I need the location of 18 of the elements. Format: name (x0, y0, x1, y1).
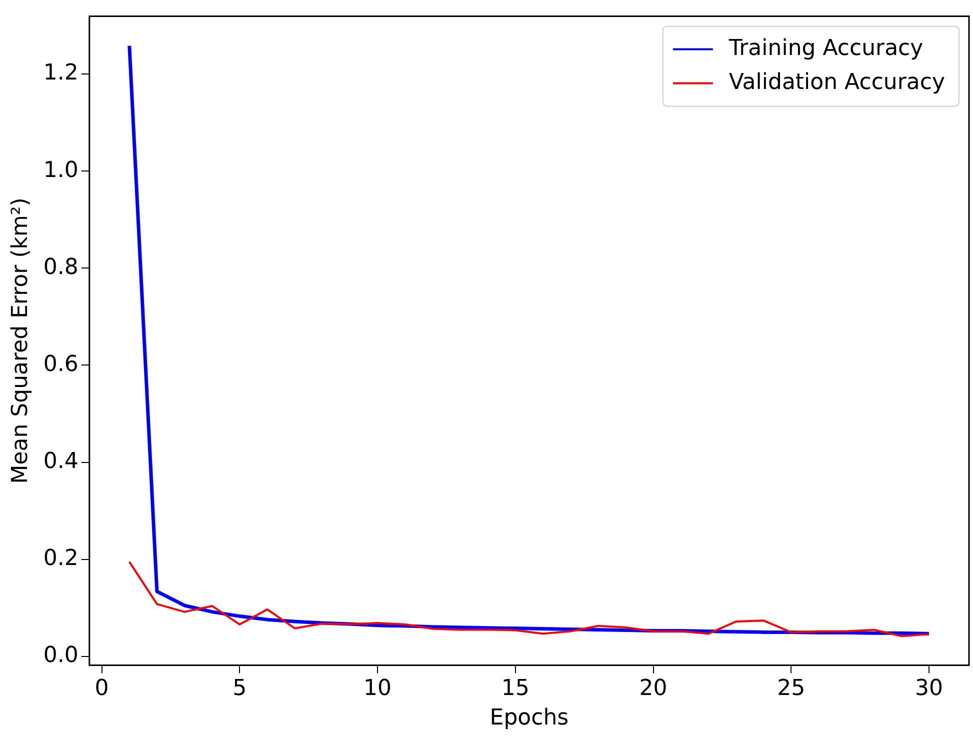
y-tick-label: 1.2 (43, 60, 78, 86)
x-axis-title: Epochs (490, 706, 569, 731)
x-tick-label: 25 (777, 676, 806, 702)
y-tick-label: 0.0 (43, 643, 78, 668)
x-tick-label: 30 (915, 676, 944, 702)
y-tick-label: 0.6 (43, 352, 78, 377)
y-tick-label: 0.4 (43, 449, 78, 474)
y-axis-title: Mean Squared Error (km²) (8, 198, 33, 484)
legend-label: Validation Accuracy (728, 70, 946, 95)
y-tick-label: 0.2 (43, 546, 78, 572)
y-tick-label: 0.8 (43, 254, 78, 280)
legend-label: Training Accuracy (728, 36, 924, 61)
x-tick-label: 20 (639, 676, 668, 702)
x-tick-label: 15 (501, 676, 530, 702)
y-tick-label: 1.0 (43, 158, 78, 183)
x-tick-label: 10 (364, 676, 392, 702)
x-tick-label: 5 (232, 676, 247, 702)
x-tick-label: 0 (94, 676, 109, 702)
